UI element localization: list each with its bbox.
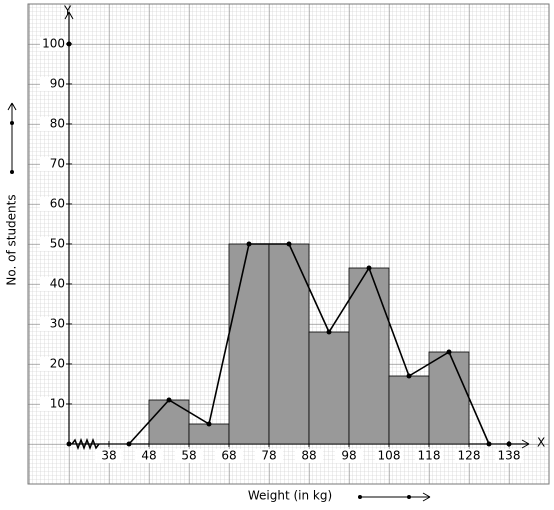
x-tick-label: 128 <box>458 449 481 463</box>
bar <box>188 423 230 445</box>
y-tick-label: 40 <box>50 277 65 291</box>
tick-label-bg <box>40 277 66 291</box>
x-tick-label: 68 <box>221 449 236 463</box>
y-tick-label: 70 <box>50 157 65 171</box>
x-tick-label: 38 <box>101 449 116 463</box>
label-bg <box>3 182 21 298</box>
polygon-point <box>166 397 172 403</box>
x-arrow <box>521 439 530 449</box>
x-tick-label: 58 <box>181 449 196 463</box>
tick-label-bg <box>135 449 163 463</box>
bar <box>148 399 190 445</box>
bar <box>348 267 390 445</box>
tick-label-bg <box>455 449 483 463</box>
axis-break <box>71 437 100 451</box>
tick-label-bg <box>95 449 123 463</box>
tick-label-bg <box>175 449 203 463</box>
tick-label-bg <box>40 357 66 371</box>
dot <box>407 495 411 499</box>
bar <box>308 331 350 445</box>
tick-label-bg <box>40 77 66 91</box>
bar <box>228 243 270 445</box>
x-axis-label: Weight (in kg) <box>248 489 332 503</box>
y-tick-label: 100 <box>42 37 65 51</box>
dot <box>10 121 14 125</box>
y-axis-label: No. of students <box>5 194 19 285</box>
bar <box>428 351 470 445</box>
y-axis-name: Y <box>63 4 72 18</box>
y-arrow <box>64 11 74 20</box>
x-tick-label: 98 <box>341 449 356 463</box>
frequency-polygon <box>128 243 490 445</box>
dot <box>358 495 362 499</box>
tick-label-bg <box>255 449 283 463</box>
polygon-point <box>446 349 452 355</box>
tick-label-bg <box>40 237 66 251</box>
dot <box>10 170 14 174</box>
tick-label-bg <box>375 449 403 463</box>
x-direction-arrow <box>358 492 431 502</box>
x-tick-label: 78 <box>261 449 276 463</box>
y-tick-label: 50 <box>50 237 65 251</box>
label-bg <box>236 486 370 504</box>
tick-label-bg <box>335 449 363 463</box>
tick-label-bg <box>40 157 66 171</box>
x-tick-label: 108 <box>378 449 401 463</box>
x-tick-label: 118 <box>418 449 441 463</box>
y-tick-label: 60 <box>50 197 65 211</box>
y-tick-label: 20 <box>50 357 65 371</box>
polygon-point <box>486 441 492 447</box>
tick-label-bg <box>215 449 243 463</box>
tick-label-bg <box>415 449 443 463</box>
y-direction-arrow <box>7 102 17 172</box>
y-tick-label: 30 <box>50 317 65 331</box>
polygon-point <box>326 329 332 335</box>
x-tick-label: 88 <box>301 449 316 463</box>
y-tick-label: 80 <box>50 117 65 131</box>
polygon-point <box>246 241 252 247</box>
x-axis-name: X <box>537 436 545 450</box>
x-tick-label: 138 <box>498 449 521 463</box>
tick-label-bg <box>295 449 323 463</box>
polygon-point <box>126 441 132 447</box>
tick-label-bg <box>40 397 66 411</box>
origin-dot <box>66 441 72 447</box>
polygon-point <box>206 421 212 427</box>
y-tick-label: 90 <box>50 77 65 91</box>
tick-label-bg <box>40 37 66 51</box>
bar <box>388 375 430 445</box>
x-tick-label: 48 <box>141 449 156 463</box>
tick-label-bg <box>40 317 66 331</box>
polygon-point <box>366 265 372 271</box>
polygon-point <box>406 373 412 379</box>
tick-label-bg <box>495 449 523 463</box>
tick-label-bg <box>40 197 66 211</box>
polygon-point <box>286 241 292 247</box>
y-tick-label: 10 <box>50 397 65 411</box>
tick-label-bg <box>40 117 66 131</box>
